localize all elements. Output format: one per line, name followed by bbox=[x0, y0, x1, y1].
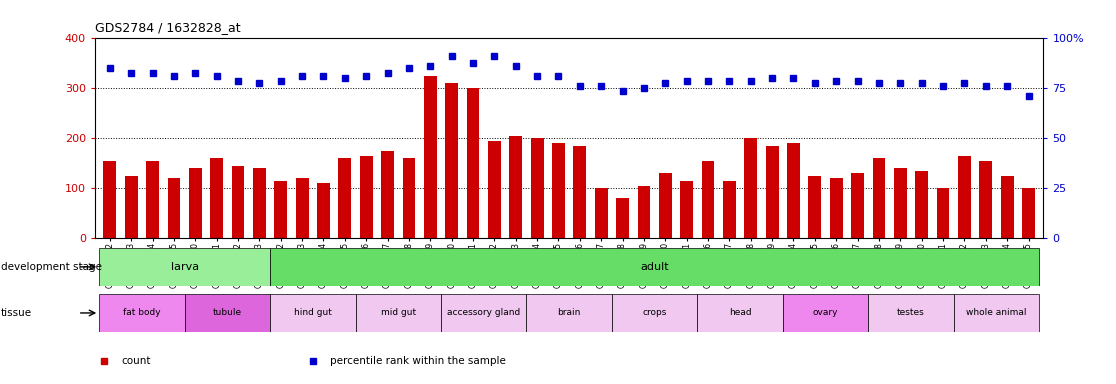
Bar bbox=[868, 294, 954, 332]
Bar bbox=[275, 180, 287, 238]
Text: fat body: fat body bbox=[123, 308, 161, 318]
Text: testes: testes bbox=[897, 308, 925, 318]
Text: mid gut: mid gut bbox=[381, 308, 416, 318]
Bar bbox=[338, 158, 352, 238]
Bar bbox=[210, 158, 223, 238]
Bar bbox=[1022, 188, 1035, 238]
Bar bbox=[702, 161, 714, 238]
Bar bbox=[830, 178, 843, 238]
Bar bbox=[527, 294, 612, 332]
Bar bbox=[441, 294, 527, 332]
Bar bbox=[658, 173, 672, 238]
Bar bbox=[270, 248, 1039, 286]
Bar bbox=[637, 186, 651, 238]
Text: count: count bbox=[122, 356, 151, 366]
Bar bbox=[146, 161, 158, 238]
Bar bbox=[99, 248, 270, 286]
Bar bbox=[681, 180, 693, 238]
Bar bbox=[915, 170, 929, 238]
Text: tissue: tissue bbox=[1, 308, 32, 318]
Bar bbox=[852, 173, 864, 238]
Text: whole animal: whole animal bbox=[966, 308, 1027, 318]
Bar bbox=[296, 178, 308, 238]
Bar bbox=[616, 198, 629, 238]
Bar bbox=[574, 146, 586, 238]
Bar bbox=[698, 294, 782, 332]
Text: brain: brain bbox=[558, 308, 580, 318]
Bar bbox=[509, 136, 522, 238]
Bar bbox=[184, 294, 270, 332]
Bar bbox=[253, 168, 266, 238]
Bar bbox=[954, 294, 1039, 332]
Bar bbox=[356, 294, 441, 332]
Bar bbox=[612, 294, 698, 332]
Bar bbox=[317, 183, 330, 238]
Bar bbox=[936, 188, 950, 238]
Text: head: head bbox=[729, 308, 751, 318]
Text: hind gut: hind gut bbox=[294, 308, 331, 318]
Bar bbox=[466, 88, 480, 238]
Bar bbox=[359, 156, 373, 238]
Text: ovary: ovary bbox=[812, 308, 838, 318]
Bar bbox=[595, 188, 607, 238]
Bar bbox=[894, 168, 906, 238]
Bar bbox=[104, 161, 116, 238]
Bar bbox=[744, 138, 757, 238]
Bar bbox=[1001, 176, 1013, 238]
Text: development stage: development stage bbox=[1, 262, 103, 272]
Bar bbox=[782, 294, 868, 332]
Bar bbox=[232, 166, 244, 238]
Bar bbox=[403, 158, 415, 238]
Text: tubule: tubule bbox=[213, 308, 242, 318]
Bar bbox=[445, 83, 458, 238]
Bar bbox=[552, 143, 565, 238]
Text: crops: crops bbox=[643, 308, 666, 318]
Bar bbox=[167, 178, 181, 238]
Text: larva: larva bbox=[171, 262, 199, 272]
Bar bbox=[787, 143, 800, 238]
Bar bbox=[99, 294, 184, 332]
Bar bbox=[382, 151, 394, 238]
Bar bbox=[424, 76, 436, 238]
Bar bbox=[488, 141, 501, 238]
Bar bbox=[766, 146, 779, 238]
Bar bbox=[873, 158, 885, 238]
Bar bbox=[958, 156, 971, 238]
Bar bbox=[531, 138, 543, 238]
Bar bbox=[189, 168, 202, 238]
Text: accessory gland: accessory gland bbox=[448, 308, 520, 318]
Bar bbox=[723, 180, 735, 238]
Bar bbox=[808, 176, 821, 238]
Bar bbox=[125, 176, 137, 238]
Text: percentile rank within the sample: percentile rank within the sample bbox=[330, 356, 506, 366]
Text: GDS2784 / 1632828_at: GDS2784 / 1632828_at bbox=[95, 21, 240, 34]
Bar bbox=[980, 161, 992, 238]
Bar bbox=[270, 294, 356, 332]
Text: adult: adult bbox=[641, 262, 668, 272]
